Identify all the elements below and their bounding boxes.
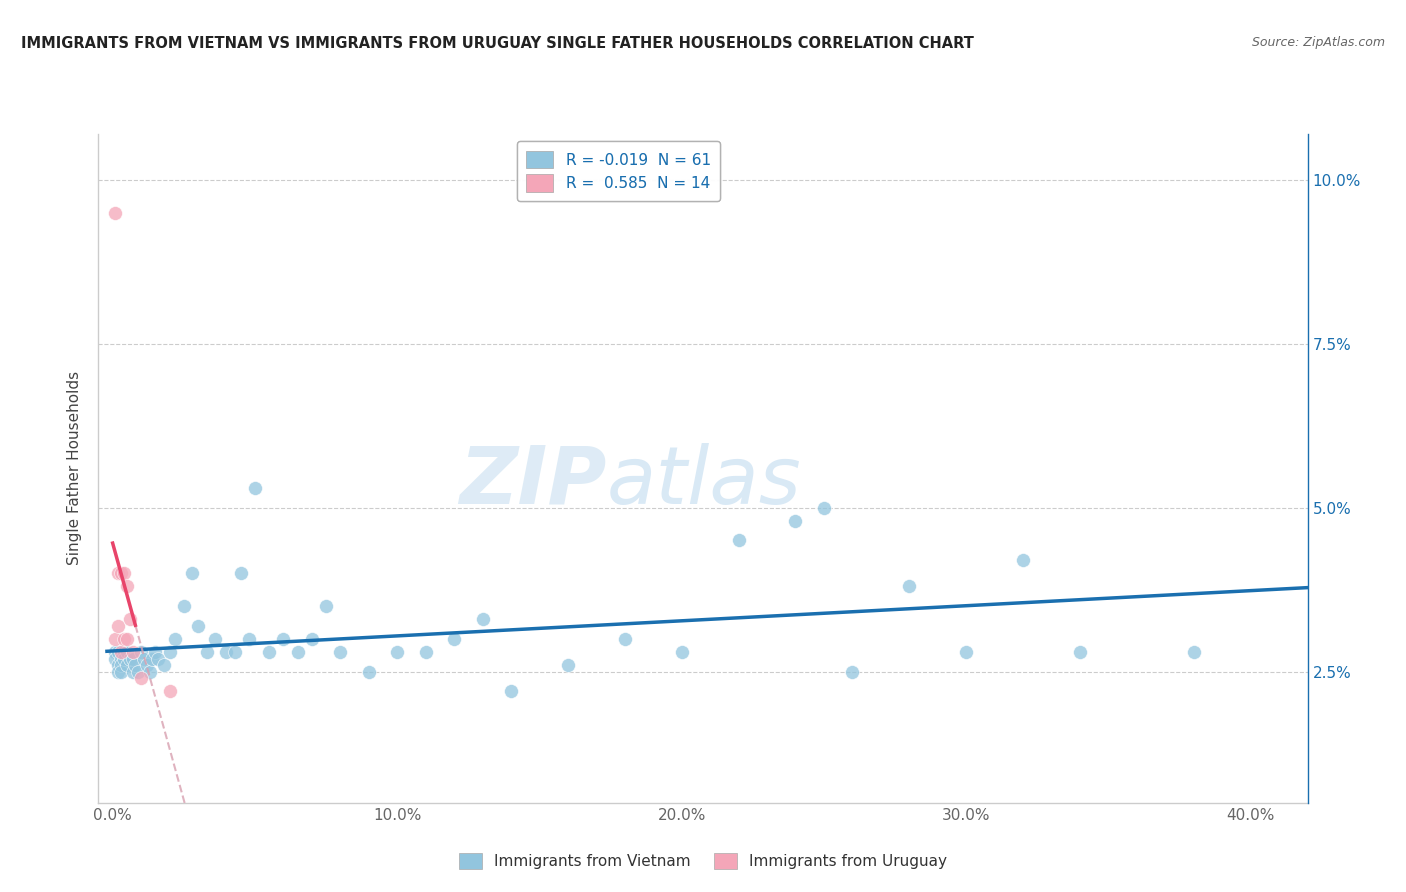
Text: Source: ZipAtlas.com: Source: ZipAtlas.com — [1251, 36, 1385, 49]
Point — [1069, 645, 1091, 659]
Text: IMMIGRANTS FROM VIETNAM VS IMMIGRANTS FROM URUGUAY SINGLE FATHER HOUSEHOLDS CORR: IMMIGRANTS FROM VIETNAM VS IMMIGRANTS FR… — [21, 36, 974, 51]
Point — [118, 651, 141, 665]
Point — [898, 579, 921, 593]
Point — [315, 599, 337, 613]
Y-axis label: Single Father Households: Single Father Households — [67, 371, 83, 566]
Point — [613, 632, 636, 646]
Point — [110, 665, 132, 679]
Point — [329, 645, 352, 659]
Point — [499, 684, 522, 698]
Point — [107, 618, 129, 632]
Legend: Immigrants from Vietnam, Immigrants from Uruguay: Immigrants from Vietnam, Immigrants from… — [453, 847, 953, 875]
Point — [215, 645, 238, 659]
Point — [224, 645, 246, 659]
Point — [115, 658, 138, 673]
Point — [129, 671, 152, 685]
Point — [115, 645, 138, 659]
Point — [110, 658, 132, 673]
Point — [107, 566, 129, 581]
Point — [443, 632, 465, 646]
Point — [173, 599, 195, 613]
Point — [107, 658, 129, 673]
Point — [112, 651, 135, 665]
Point — [671, 645, 693, 659]
Point — [238, 632, 260, 646]
Point — [107, 645, 129, 659]
Point — [129, 645, 152, 659]
Point — [143, 645, 166, 659]
Point — [1182, 645, 1205, 659]
Point — [104, 632, 127, 646]
Point — [287, 645, 309, 659]
Point — [104, 651, 127, 665]
Point — [181, 566, 204, 581]
Point — [159, 684, 181, 698]
Point — [785, 514, 807, 528]
Point — [204, 632, 226, 646]
Point — [121, 645, 143, 659]
Point — [229, 566, 252, 581]
Point — [138, 665, 160, 679]
Point — [110, 645, 132, 659]
Point — [112, 566, 135, 581]
Point — [195, 645, 218, 659]
Point — [112, 645, 135, 659]
Point — [141, 651, 163, 665]
Point — [727, 533, 749, 548]
Point — [159, 645, 181, 659]
Point — [110, 651, 132, 665]
Point — [841, 665, 863, 679]
Point — [124, 658, 146, 673]
Point — [112, 632, 135, 646]
Point — [104, 205, 127, 219]
Point — [357, 665, 380, 679]
Point — [187, 618, 209, 632]
Point — [121, 665, 143, 679]
Text: ZIP: ZIP — [458, 442, 606, 521]
Point — [273, 632, 295, 646]
Point — [127, 665, 149, 679]
Point — [415, 645, 437, 659]
Point — [301, 632, 323, 646]
Point — [115, 579, 138, 593]
Point — [115, 632, 138, 646]
Point — [1012, 553, 1035, 567]
Point — [110, 566, 132, 581]
Point — [243, 481, 266, 495]
Point — [153, 658, 176, 673]
Legend: R = -0.019  N = 61, R =  0.585  N = 14: R = -0.019 N = 61, R = 0.585 N = 14 — [517, 142, 720, 202]
Point — [121, 651, 143, 665]
Point — [385, 645, 408, 659]
Point — [135, 658, 157, 673]
Point — [132, 651, 155, 665]
Point — [471, 612, 494, 626]
Point — [165, 632, 187, 646]
Point — [104, 645, 127, 659]
Point — [813, 500, 835, 515]
Point — [557, 658, 579, 673]
Point — [257, 645, 280, 659]
Point — [107, 665, 129, 679]
Point — [118, 612, 141, 626]
Point — [146, 651, 169, 665]
Point — [955, 645, 977, 659]
Text: atlas: atlas — [606, 442, 801, 521]
